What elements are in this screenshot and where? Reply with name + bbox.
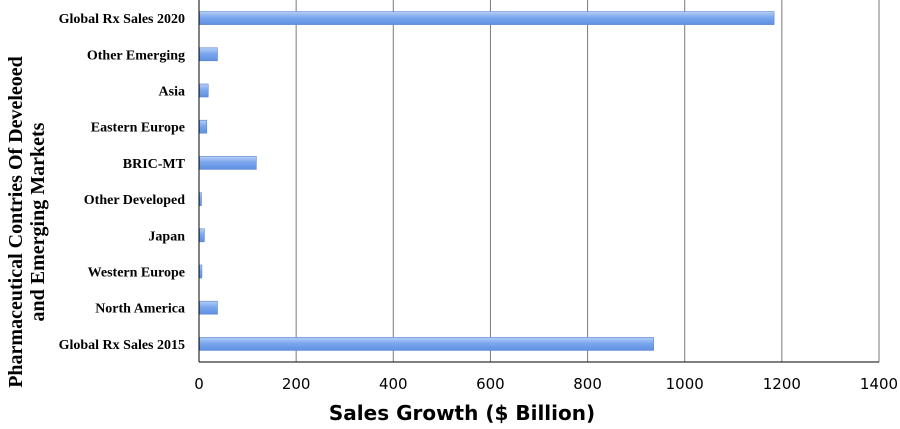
y-axis-title-line-2: and Emerging Markets xyxy=(27,122,49,321)
category-label: Asia xyxy=(159,85,185,100)
gridlines xyxy=(296,0,879,362)
category-labels: Global Rx Sales 2015 North America Western… xyxy=(59,12,186,353)
category-label: Western Europe xyxy=(88,266,185,281)
category-label: Global Rx Sales 2020 xyxy=(59,12,185,27)
x-tick-label: 1200 xyxy=(763,375,801,393)
bars xyxy=(200,12,775,351)
bar xyxy=(200,265,202,278)
x-tick-label: 1400 xyxy=(860,375,898,393)
bar xyxy=(200,229,205,242)
x-tick-labels: 0 200 400 600 800 1000 1200 1400 xyxy=(194,375,898,393)
axes xyxy=(199,0,879,362)
category-label: North America xyxy=(95,302,185,317)
category-label: Other Developed xyxy=(84,193,185,208)
bar xyxy=(200,193,202,206)
x-tick-label: 800 xyxy=(573,375,602,393)
x-tick-label: 400 xyxy=(379,375,408,393)
category-label: Other Emerging xyxy=(87,48,185,63)
bar xyxy=(200,48,218,61)
x-tick-label: 0 xyxy=(194,375,204,393)
category-label: Eastern Europe xyxy=(91,121,185,136)
bar xyxy=(200,156,257,169)
category-label: BRIC-MT xyxy=(123,157,186,172)
bar xyxy=(200,301,218,314)
x-tick-label: 600 xyxy=(476,375,505,393)
bar xyxy=(200,12,775,25)
y-axis-title: Pharmaceutical Contries Of Develeoed and… xyxy=(5,56,49,388)
bar xyxy=(200,120,207,133)
x-tick-label: 1000 xyxy=(666,375,704,393)
category-label: Global Rx Sales 2015 xyxy=(59,338,185,353)
y-axis-title-line-1: Pharmaceutical Contries Of Develeoed xyxy=(5,56,27,388)
category-label: Japan xyxy=(148,229,185,244)
bar xyxy=(200,337,654,350)
bar xyxy=(200,84,209,97)
x-tick-label: 200 xyxy=(282,375,311,393)
x-axis-title: Sales Growth ($ Billion) xyxy=(329,401,595,425)
